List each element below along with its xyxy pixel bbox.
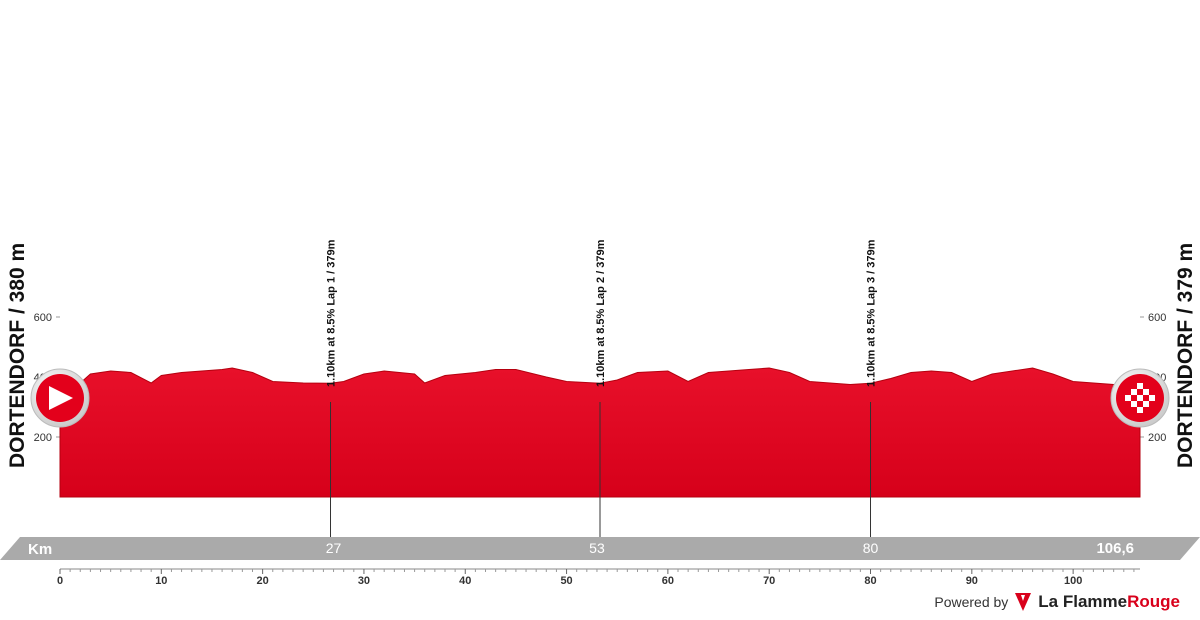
powered-by-text: Powered by xyxy=(934,594,1009,610)
climb-markers: 1.10km at 8.5% Lap 1 / 379m 1.10km at 8.5… xyxy=(326,239,878,537)
x-tick-label: 10 xyxy=(155,575,167,587)
x-tick-label: 20 xyxy=(257,575,269,587)
y-tick-label-left: 600 xyxy=(34,312,52,324)
x-tick-label: 60 xyxy=(662,575,674,587)
flame-logo-icon xyxy=(1015,593,1032,611)
distance-bar-label: 80 xyxy=(863,540,879,556)
x-tick-label: 70 xyxy=(763,575,775,587)
branding: Powered by La FlammeRouge xyxy=(934,592,1180,612)
finish-location-label: DORTENDORF / 379 m xyxy=(1174,242,1197,468)
distance-bar-label: 106,6 xyxy=(1096,540,1134,557)
x-tick-label: 30 xyxy=(358,575,370,587)
climb-marker-label: 1.10km at 8.5% Lap 1 / 379m xyxy=(326,239,338,387)
brand-name-accent: Rouge xyxy=(1127,592,1180,611)
x-tick-label: 90 xyxy=(966,575,978,587)
climb-marker-label: 1.10km at 8.5% Lap 3 / 379m xyxy=(866,239,878,387)
distance-bar-labels: 27 53 80 106,6 xyxy=(326,540,1134,557)
x-tick-label: 0 xyxy=(57,575,63,587)
distance-bar-label: 27 xyxy=(326,540,342,556)
climb-marker-label: 1.10km at 8.5% Lap 2 / 379m xyxy=(595,239,607,387)
distance-bar xyxy=(0,537,1200,560)
brand-name-main: La Flamme xyxy=(1038,592,1128,611)
x-tick-label: 100 xyxy=(1064,575,1082,587)
x-axis-ticks: 0 10 20 30 40 50 60 70 80 90 100 xyxy=(57,569,1135,587)
x-tick-label: 40 xyxy=(459,575,471,587)
y-tick-label-left: 200 xyxy=(34,432,52,444)
start-location-label: DORTENDORF / 380 m xyxy=(6,242,29,468)
y-tick-label-right: 200 xyxy=(1148,432,1166,444)
x-tick-label: 80 xyxy=(864,575,876,587)
finish-checkered-flag-icon xyxy=(1110,368,1170,428)
start-arrow-icon xyxy=(30,368,90,428)
distance-bar-label: 53 xyxy=(589,540,605,556)
y-tick-label-right: 600 xyxy=(1148,312,1166,324)
x-tick-label: 50 xyxy=(560,575,572,587)
distance-unit-label: Km xyxy=(28,541,52,558)
